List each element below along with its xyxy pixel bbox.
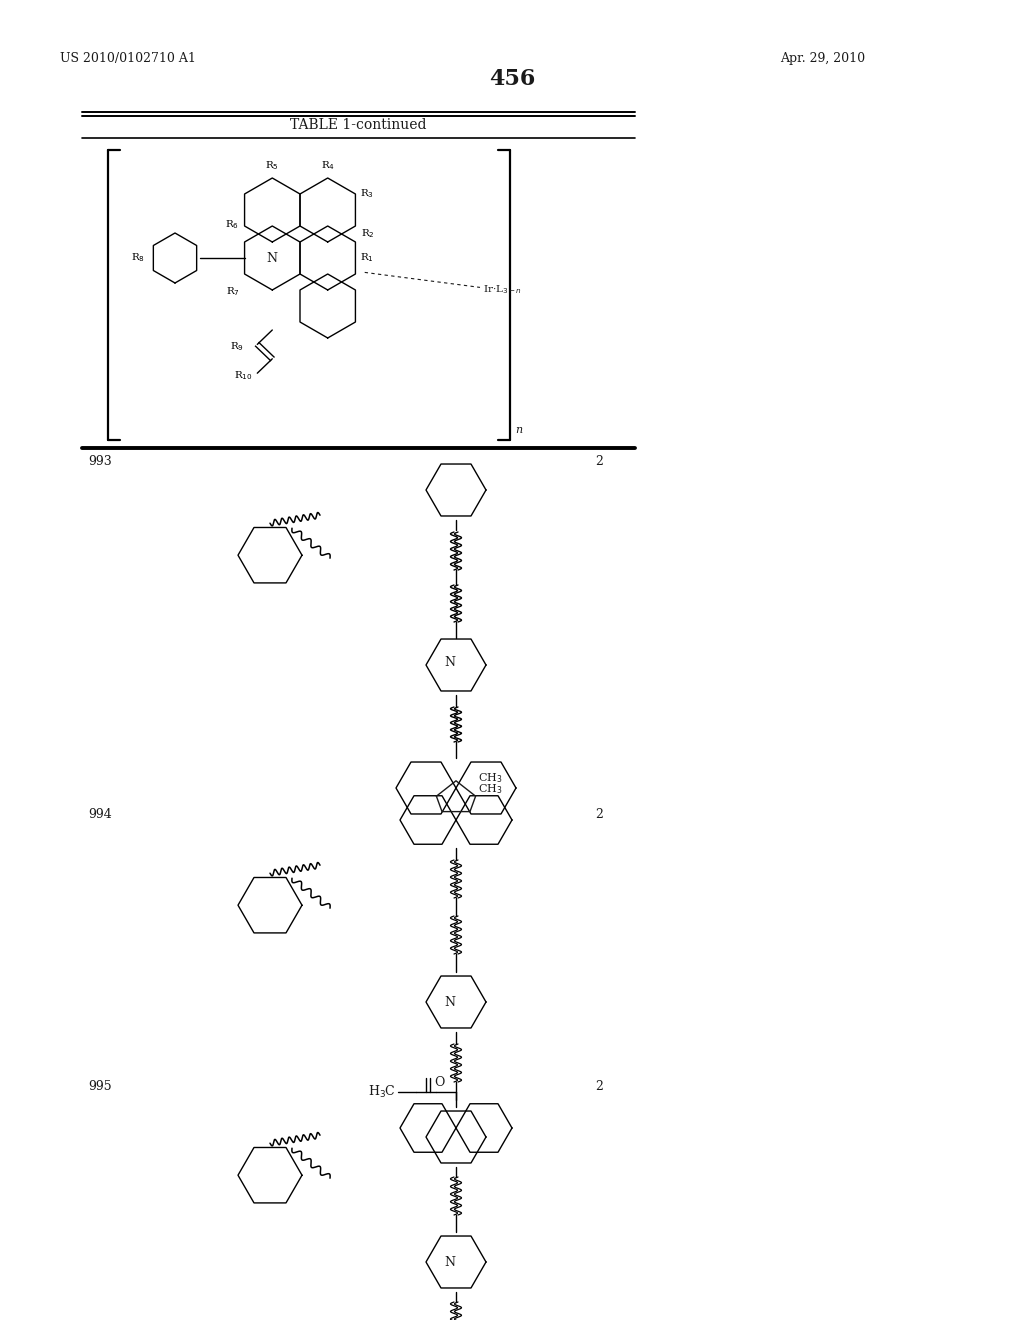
Text: N: N: [444, 995, 456, 1008]
Text: 993: 993: [88, 455, 112, 469]
Text: Apr. 29, 2010: Apr. 29, 2010: [780, 51, 865, 65]
Text: O: O: [434, 1076, 444, 1089]
Text: N: N: [444, 1255, 456, 1269]
Text: 2: 2: [595, 455, 603, 469]
Text: 995: 995: [88, 1080, 112, 1093]
Text: R$_2$: R$_2$: [361, 227, 375, 240]
Text: N: N: [444, 656, 456, 668]
Text: CH$_3$: CH$_3$: [478, 783, 503, 796]
Text: R$_9$: R$_9$: [230, 341, 245, 354]
Text: TABLE 1-continued: TABLE 1-continued: [290, 117, 427, 132]
Text: R$_7$: R$_7$: [225, 285, 240, 298]
Text: R$_6$: R$_6$: [224, 218, 239, 231]
Text: 456: 456: [488, 69, 536, 90]
Text: 994: 994: [88, 808, 112, 821]
Text: US 2010/0102710 A1: US 2010/0102710 A1: [60, 51, 196, 65]
Text: CH$_3$: CH$_3$: [478, 771, 503, 785]
Text: R$_5$: R$_5$: [265, 160, 280, 172]
Text: N: N: [267, 252, 278, 264]
Text: 2: 2: [595, 808, 603, 821]
Text: Ir·L$_{3-n}$: Ir·L$_{3-n}$: [483, 282, 522, 296]
Text: R$_8$: R$_8$: [131, 252, 145, 264]
Text: n: n: [515, 425, 522, 436]
Text: R$_4$: R$_4$: [321, 160, 335, 172]
Text: R$_3$: R$_3$: [360, 187, 375, 201]
Text: R$_{10}$: R$_{10}$: [233, 370, 252, 381]
Text: R$_1$: R$_1$: [360, 252, 375, 264]
Text: 2: 2: [595, 1080, 603, 1093]
Text: H$_3$C: H$_3$C: [369, 1084, 396, 1100]
